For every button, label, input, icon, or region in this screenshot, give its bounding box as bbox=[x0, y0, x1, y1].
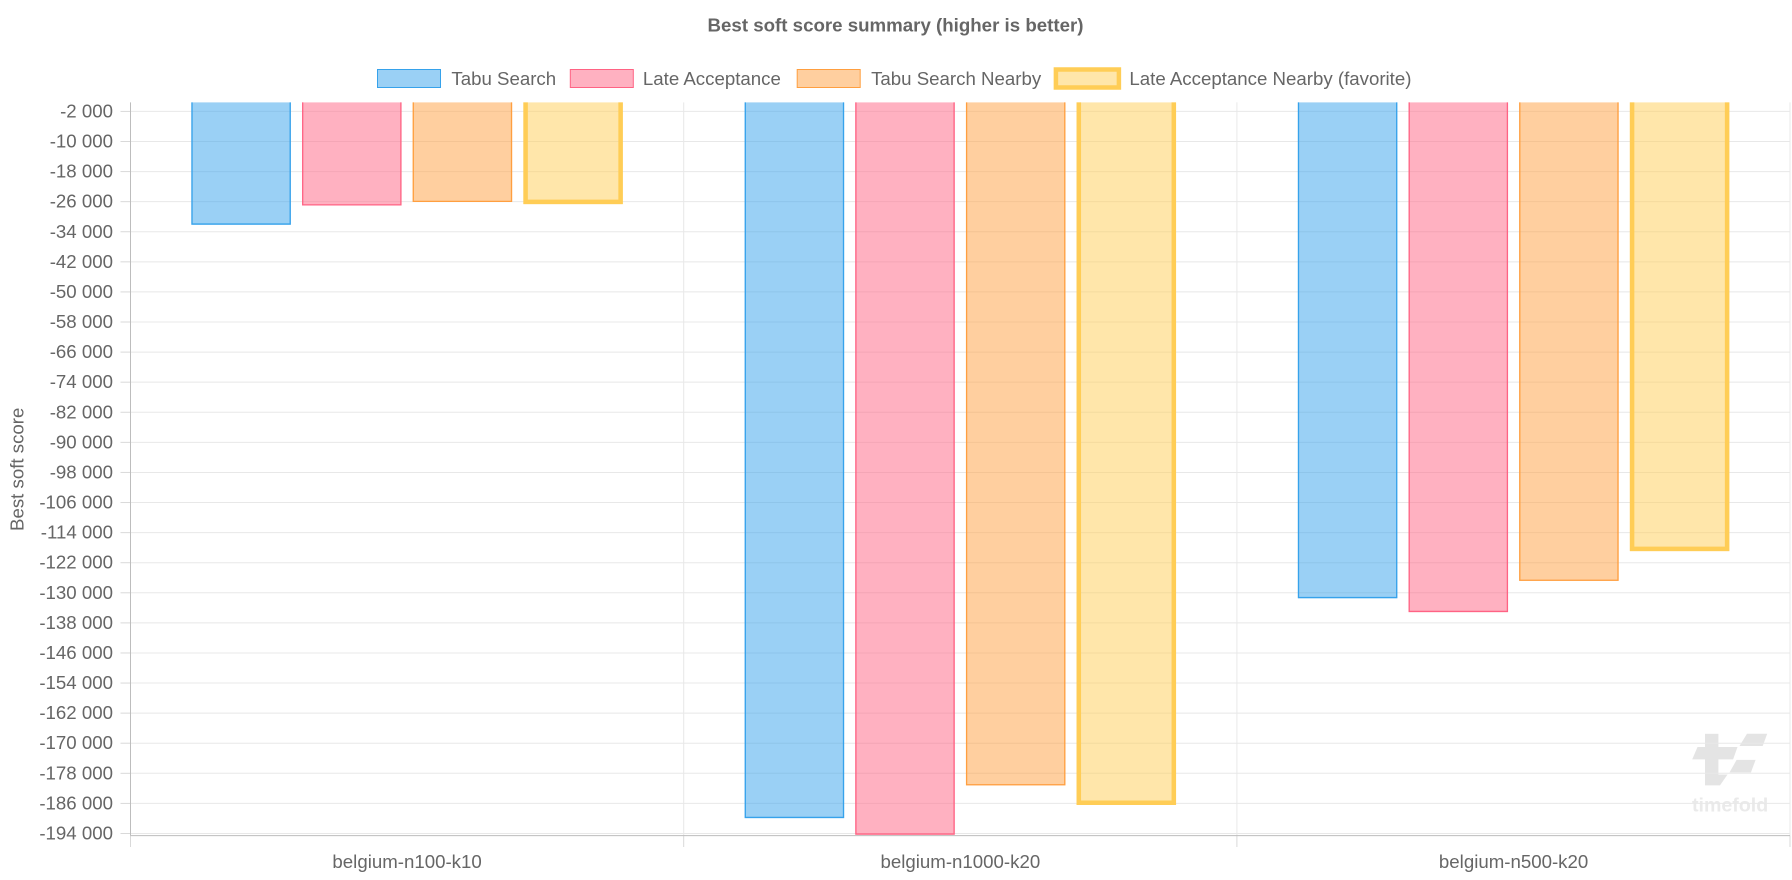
svg-text:-170 000: -170 000 bbox=[39, 732, 113, 753]
svg-text:-194 000: -194 000 bbox=[39, 822, 113, 843]
svg-text:-18 000: -18 000 bbox=[50, 161, 113, 182]
svg-text:belgium-n1000-k20: belgium-n1000-k20 bbox=[880, 851, 1040, 872]
svg-text:-106 000: -106 000 bbox=[39, 492, 113, 513]
svg-text:Late Acceptance Nearby (favori: Late Acceptance Nearby (favorite) bbox=[1129, 68, 1411, 89]
svg-text:-162 000: -162 000 bbox=[39, 702, 113, 723]
svg-text:-98 000: -98 000 bbox=[50, 461, 113, 482]
svg-text:belgium-n500-k20: belgium-n500-k20 bbox=[1439, 851, 1588, 872]
svg-text:-74 000: -74 000 bbox=[50, 371, 113, 392]
svg-text:-122 000: -122 000 bbox=[39, 552, 113, 573]
svg-text:-186 000: -186 000 bbox=[39, 792, 113, 813]
svg-text:-50 000: -50 000 bbox=[50, 281, 113, 302]
svg-text:-178 000: -178 000 bbox=[39, 762, 113, 783]
svg-text:timefold: timefold bbox=[1692, 794, 1768, 816]
svg-text:-114 000: -114 000 bbox=[41, 522, 113, 543]
svg-text:-10 000: -10 000 bbox=[50, 130, 113, 151]
svg-text:-154 000: -154 000 bbox=[39, 672, 113, 693]
svg-text:-90 000: -90 000 bbox=[50, 431, 113, 452]
svg-text:-138 000: -138 000 bbox=[39, 612, 113, 633]
svg-text:-42 000: -42 000 bbox=[50, 251, 113, 272]
svg-text:-34 000: -34 000 bbox=[50, 221, 113, 242]
svg-text:-2 000: -2 000 bbox=[60, 100, 113, 121]
svg-text:-66 000: -66 000 bbox=[50, 341, 113, 362]
svg-text:-82 000: -82 000 bbox=[50, 401, 113, 422]
svg-text:-26 000: -26 000 bbox=[50, 191, 113, 212]
svg-text:Late Acceptance: Late Acceptance bbox=[643, 68, 781, 89]
svg-text:-146 000: -146 000 bbox=[39, 642, 113, 663]
svg-text:-58 000: -58 000 bbox=[50, 311, 113, 332]
svg-text:belgium-n100-k10: belgium-n100-k10 bbox=[332, 851, 481, 872]
svg-text:Best soft score: Best soft score bbox=[7, 408, 28, 531]
svg-text:Tabu Search: Tabu Search bbox=[451, 68, 556, 89]
svg-text:Tabu Search Nearby: Tabu Search Nearby bbox=[871, 68, 1042, 89]
svg-text:-130 000: -130 000 bbox=[39, 582, 113, 603]
svg-text:Best soft score summary (highe: Best soft score summary (higher is bette… bbox=[708, 15, 1084, 36]
